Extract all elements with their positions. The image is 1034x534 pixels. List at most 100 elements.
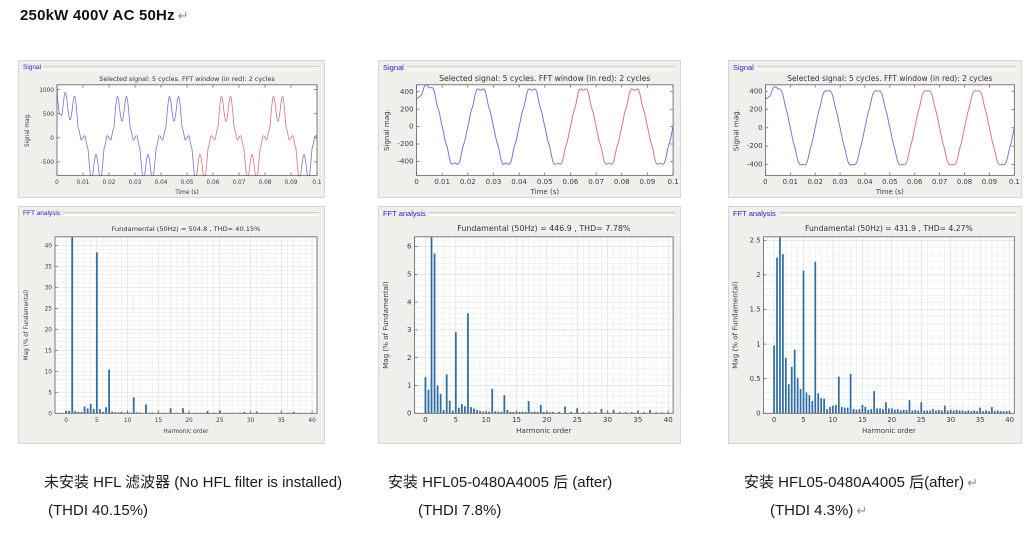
svg-text:200: 200 (749, 106, 762, 114)
signal-panel-label: Signal (733, 62, 754, 72)
svg-text:5: 5 (801, 415, 805, 424)
caption-line2: (THDI 7.8%) (418, 501, 502, 519)
svg-text:0.05: 0.05 (181, 180, 194, 186)
fft-plot: 0 5 10 15 20 25 30 35 40 0 5 10 15 20 25 30 35 40 Fundamen… (24, 225, 318, 435)
svg-text:0: 0 (55, 180, 59, 186)
signal-panel-header: Signal (19, 61, 324, 73)
svg-text:30: 30 (946, 415, 955, 424)
svg-text:0.04: 0.04 (155, 180, 168, 186)
svg-text:400: 400 (400, 87, 414, 96)
svg-text:15: 15 (45, 348, 53, 354)
fft-panel-header: FFT analysis (379, 207, 680, 219)
paragraph-return-icon: ↵ (177, 8, 189, 23)
svg-text:1.5: 1.5 (750, 305, 761, 314)
svg-text:0.05: 0.05 (882, 178, 897, 186)
groupbox-divider (756, 66, 1016, 70)
svg-text:5: 5 (48, 390, 52, 396)
svg-text:35: 35 (45, 264, 53, 270)
svg-text:1: 1 (756, 339, 760, 348)
svg-text:0.01: 0.01 (434, 177, 450, 186)
svg-text:0: 0 (64, 418, 68, 424)
svg-text:Fundamental (50Hz) = 446.9 , T: Fundamental (50Hz) = 446.9 , THD= 7.78% (457, 224, 631, 233)
svg-text:Time (s): Time (s) (174, 190, 199, 196)
svg-text:0: 0 (758, 124, 762, 132)
svg-text:20: 20 (887, 415, 896, 424)
signal-panel-header: Signal (379, 61, 680, 73)
svg-text:6: 6 (407, 242, 412, 251)
svg-text:1: 1 (407, 381, 412, 390)
svg-text:35: 35 (976, 415, 985, 424)
svg-text:0.1: 0.1 (667, 177, 678, 186)
fft-panel-header: FFT analysis (729, 207, 1021, 219)
svg-text:Mag (% of Fundamental): Mag (% of Fundamental) (24, 290, 30, 361)
svg-text:40: 40 (308, 418, 316, 424)
svg-text:0.02: 0.02 (807, 178, 822, 186)
svg-text:10: 10 (124, 418, 132, 424)
fft-panel: FFT analysis 0 5 10 15 20 25 30 35 40 0 5 10 15 20 25 3… (18, 206, 325, 444)
svg-text:Time (s): Time (s) (529, 187, 559, 196)
caption-figure-2: 安装 HFL05-0480A4005 后 (after) (THDI 7.8%) (378, 474, 688, 521)
signal-panel: Signal 0 0.01 0.02 0.03 0.04 0.05 0.06 0.07 0.08… (18, 60, 325, 198)
svg-text:0.02: 0.02 (103, 180, 116, 186)
fft-panel: FFT analysis 0 5 10 15 20 25 30 35 40 0 1 2 3 4 5 6 Fund… (378, 206, 681, 444)
svg-text:0.06: 0.06 (207, 180, 220, 186)
svg-text:0.04: 0.04 (857, 178, 873, 186)
signal-panel: Signal 0 0.01 0.02 0.03 0.04 0.05 0.06 0.07 0.08… (728, 60, 1022, 198)
caption-line1: 未安装 HFL 滤波器 (No HFL filter is installed) (44, 474, 343, 491)
svg-text:-200: -200 (397, 139, 414, 148)
svg-text:0.08: 0.08 (259, 180, 272, 186)
svg-text:30: 30 (45, 285, 53, 291)
signal-plot: 0 0.01 0.02 0.03 0.04 0.05 0.06 0.07 0.08 0.09 0.1… (733, 74, 1020, 196)
groupbox-divider (778, 212, 1016, 216)
svg-text:0.1: 0.1 (312, 180, 322, 186)
svg-text:2.5: 2.5 (750, 235, 761, 244)
svg-text:Selected signal: 5 cycles. FFT: Selected signal: 5 cycles. FFT window (i… (787, 74, 992, 83)
svg-text:Signal mag.: Signal mag. (382, 109, 391, 151)
svg-text:0.08: 0.08 (614, 177, 630, 186)
fft-panel-label: FFT analysis (23, 209, 61, 217)
caption-line2: (THDI 4.3%) ↵ (770, 501, 868, 519)
svg-text:-500: -500 (41, 160, 54, 166)
svg-text:0: 0 (409, 122, 414, 131)
svg-text:30: 30 (603, 415, 613, 424)
signal-panel-label: Signal (23, 63, 42, 71)
svg-text:500: 500 (43, 112, 54, 118)
fft-plot: 0 5 10 15 20 25 30 35 40 0 0.5 1 1.5 2 2.5 Fundamental … (731, 224, 1015, 435)
fft-panel-label: FFT analysis (383, 208, 426, 218)
svg-text:25: 25 (573, 415, 582, 424)
svg-text:Signal mag.: Signal mag. (733, 109, 741, 151)
fft-panel: FFT analysis 0 5 10 15 20 25 30 35 40 0 0.5 1 1.5 2 2.… (728, 206, 1022, 444)
fft-plot: 0 5 10 15 20 25 30 35 40 0 1 2 3 4 5 6 Fundamental (50Hz… (381, 224, 674, 435)
svg-text:Fundamental (50Hz) = 431.9 , T: Fundamental (50Hz) = 431.9 , THD= 4.27% (805, 224, 973, 233)
svg-text:20: 20 (542, 415, 552, 424)
caption-figure-3: 安装 HFL05-0480A4005 后(after) ↵ (THDI 4.3%)… (728, 474, 1028, 521)
svg-text:20: 20 (185, 418, 193, 424)
svg-text:Mag (% of Fundamental): Mag (% of Fundamental) (731, 281, 740, 369)
groupbox-divider (406, 66, 675, 70)
svg-text:Harmonic order: Harmonic order (163, 429, 209, 435)
svg-text:200: 200 (400, 104, 414, 113)
svg-text:0: 0 (756, 408, 760, 417)
caption-line1: 安装 HFL05-0480A4005 后 (after) (388, 474, 613, 491)
signal-plot: 0 0.01 0.02 0.03 0.04 0.05 0.06 0.07 0.08 0.09 0.1… (382, 74, 679, 196)
page-title: 250kW 400V AC 50Hz ↵ (20, 7, 189, 24)
svg-text:15: 15 (155, 418, 163, 424)
svg-text:10: 10 (829, 415, 838, 424)
svg-text:0.09: 0.09 (982, 178, 997, 186)
svg-text:0.09: 0.09 (640, 177, 656, 186)
svg-text:-400: -400 (397, 157, 414, 166)
svg-text:-400: -400 (747, 160, 763, 168)
svg-text:Mag (% of Fundamental): Mag (% of Fundamental) (381, 281, 390, 369)
svg-text:0: 0 (763, 178, 767, 186)
svg-text:15: 15 (512, 415, 521, 424)
svg-text:Time (s): Time (s) (875, 188, 904, 196)
svg-text:0.07: 0.07 (588, 177, 604, 186)
svg-text:35: 35 (278, 418, 286, 424)
svg-text:0.05: 0.05 (537, 177, 553, 186)
svg-text:40: 40 (45, 243, 53, 249)
svg-text:0.07: 0.07 (233, 180, 246, 186)
svg-text:35: 35 (633, 415, 642, 424)
groupbox-divider (428, 212, 675, 216)
svg-text:25: 25 (917, 415, 926, 424)
signal-panel-label: Signal (383, 62, 404, 72)
